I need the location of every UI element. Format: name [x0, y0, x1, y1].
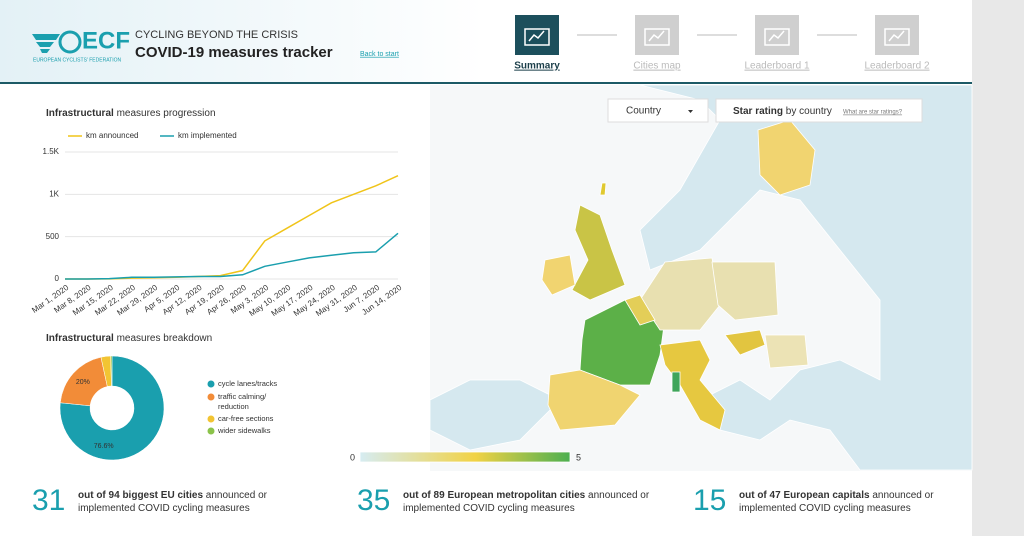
nav-icon	[515, 15, 559, 55]
stat-number: 15	[693, 484, 726, 517]
stat-rest-line: implemented COVID cycling measures	[739, 503, 911, 514]
y-tick-label: 0	[55, 274, 60, 283]
y-tick-label: 500	[46, 232, 60, 241]
donut-slice	[110, 355, 113, 387]
scale-bar	[359, 451, 571, 463]
title: COVID-19 measures tracker	[135, 44, 333, 61]
stat-text: out of 47 European capitals announced or…	[739, 490, 934, 514]
rating-title: Star rating by country	[733, 106, 832, 117]
data-label: 20%	[76, 379, 90, 386]
nav-icon	[755, 15, 799, 55]
nav-icon	[635, 15, 679, 55]
rating-help[interactable]: What are star ratings?	[843, 110, 903, 116]
stat-text: out of 89 European metropolitan cities a…	[403, 490, 650, 514]
country-corsica	[671, 371, 681, 393]
country-ireland	[541, 254, 576, 296]
header-bg	[0, 0, 972, 83]
logo-sub: EUROPEAN CYCLISTS' FEDERATION	[33, 57, 121, 63]
legend-dot	[207, 380, 215, 388]
nav-icon	[875, 15, 919, 55]
stat-rest-line: implemented COVID cycling measures	[78, 503, 250, 514]
chart-title-bold: Infrastructural	[46, 333, 114, 344]
nav-item[interactable]: Leaderboard 1	[744, 61, 809, 72]
land-other	[639, 84, 973, 471]
back-link[interactable]: Back to start	[360, 51, 399, 58]
stat-rest: announced or	[585, 490, 650, 501]
stat-number: 31	[32, 484, 65, 517]
chart-title: Infrastructural measures progression	[46, 108, 216, 119]
legend-label-line: reduction	[218, 402, 249, 411]
country-poland	[711, 261, 779, 321]
legend-label-line: traffic calming/	[218, 392, 267, 401]
legend-label: km announced	[86, 131, 138, 140]
logo-wings	[32, 34, 60, 53]
dropdown-caret	[688, 110, 693, 113]
legend-dot	[207, 427, 215, 435]
stat-bold: out of 89 European metropolitan cities	[403, 490, 586, 501]
nav-glyph	[644, 28, 670, 46]
country-uk	[571, 204, 626, 301]
land-africa	[429, 379, 561, 451]
legend-label: car-free sections	[218, 414, 274, 423]
logo-mark	[58, 30, 82, 54]
data-label: 76.6%	[94, 443, 114, 450]
legend-label: wider sidewalks	[217, 426, 271, 435]
stat-bold: out of 47 European capitals	[739, 490, 870, 501]
scale-max: 5	[576, 452, 581, 462]
chart-title: Infrastructural measures breakdown	[46, 333, 212, 344]
legend-label: cycle lanes/tracks	[218, 379, 277, 388]
stat-rest: announced or	[870, 490, 935, 501]
chart-title-rest: measures breakdown	[114, 333, 212, 344]
country-benelux	[624, 294, 656, 326]
kicker: CYCLING BEYOND THE CRISIS	[135, 29, 298, 41]
dropdown[interactable]	[607, 98, 709, 123]
stat-text: out of 94 biggest EU cities announced or…	[78, 490, 268, 514]
legend-dot	[207, 415, 215, 423]
rating-rest: by country	[783, 106, 832, 117]
legend-label: km implemented	[178, 131, 237, 140]
country-hungary	[724, 329, 766, 356]
chart-title-rest: measures progression	[114, 108, 216, 119]
scale-min: 0	[350, 452, 355, 462]
nav-item[interactable]: Summary	[514, 61, 560, 72]
legend-label: traffic calming/reduction	[218, 392, 267, 411]
y-tick-label: 1K	[49, 189, 59, 198]
rating-box	[715, 98, 923, 123]
country-romania	[764, 334, 809, 369]
stat-rest-line: implemented COVID cycling measures	[403, 503, 575, 514]
nav-glyph	[884, 28, 910, 46]
donut-slice	[59, 355, 165, 461]
chart-title-bold: Infrastructural	[46, 108, 114, 119]
line	[65, 232, 399, 280]
logo: ECF	[82, 27, 130, 54]
legend-dot	[207, 393, 215, 401]
stat-number: 35	[357, 484, 390, 517]
nav-item[interactable]: Leaderboard 2	[864, 61, 929, 72]
y-tick-label: 1.5K	[43, 147, 60, 156]
stats-bg	[0, 472, 972, 536]
nav-item[interactable]: Cities map	[633, 61, 681, 72]
nav-glyph	[524, 28, 550, 46]
country-spain	[547, 369, 641, 431]
stat-rest: announced or	[203, 490, 268, 501]
country-iceland-bit	[599, 182, 607, 196]
stat-bold: out of 94 biggest EU cities	[78, 490, 203, 501]
rating-bold: Star rating	[733, 106, 783, 117]
dropdown-label: Country	[626, 106, 661, 117]
nav-glyph	[764, 28, 790, 46]
